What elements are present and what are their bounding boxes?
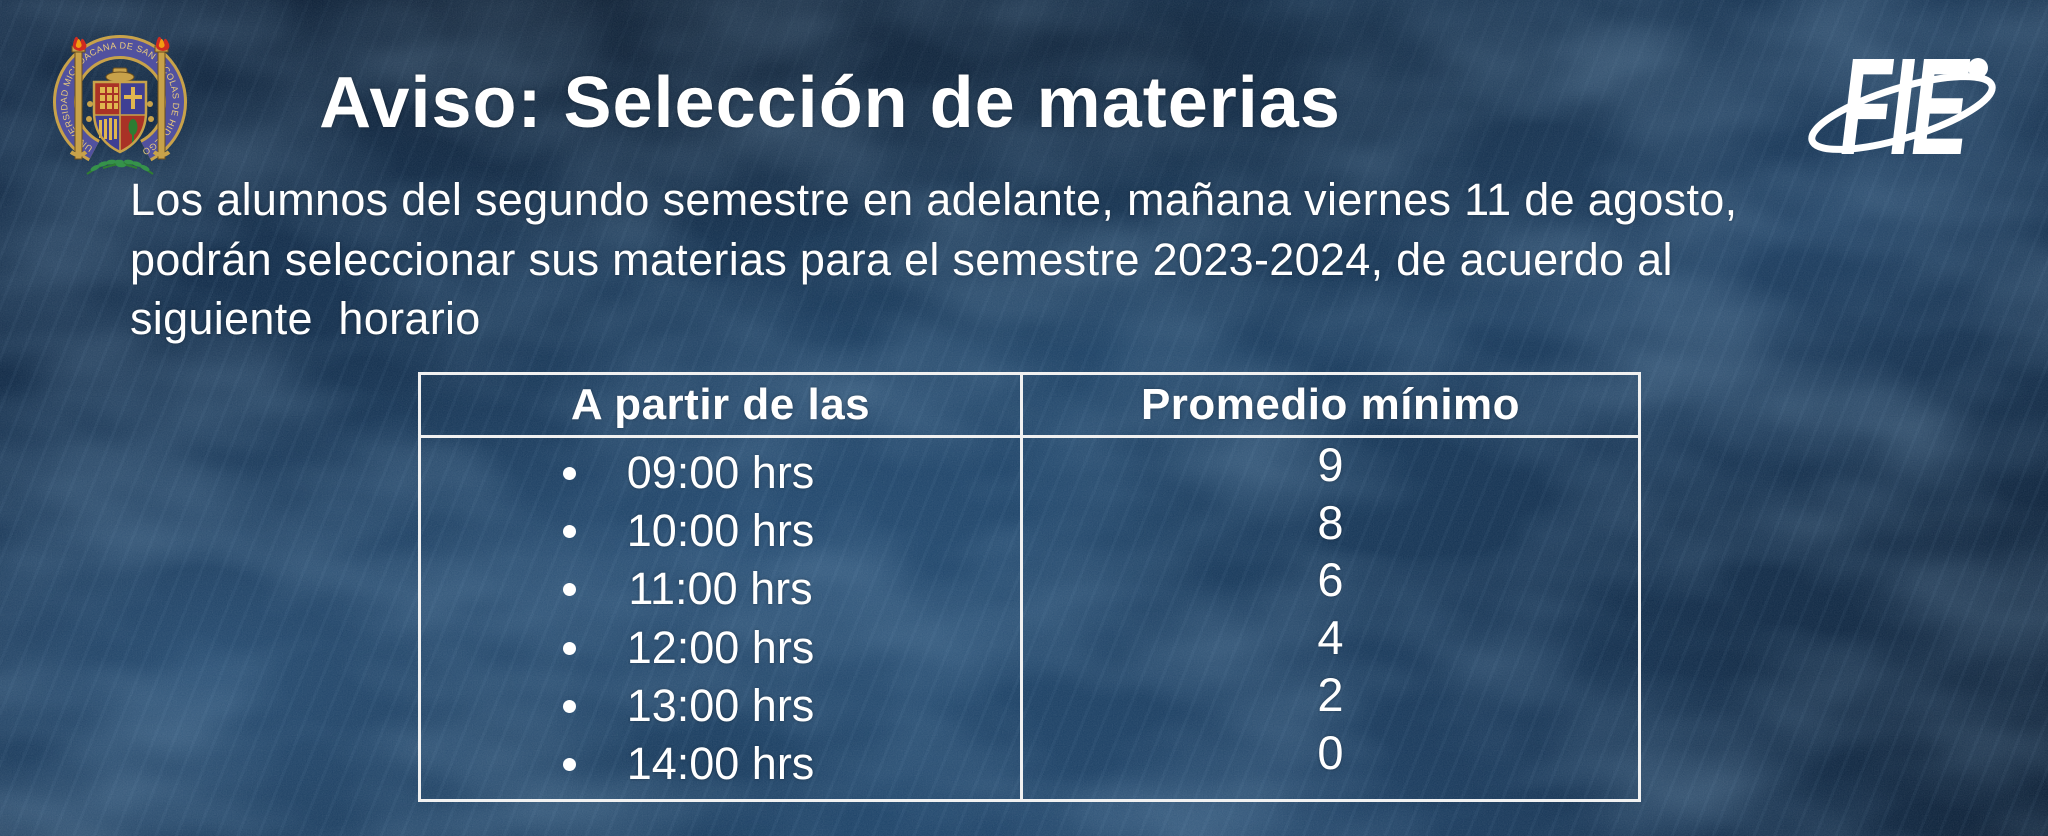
average-value: 4 xyxy=(1317,610,1344,664)
average-value: 6 xyxy=(1317,553,1344,607)
time-value: 10:00 hrs xyxy=(626,505,815,557)
table-row: 10:00 hrs xyxy=(421,505,1020,557)
torch-right-icon xyxy=(152,36,171,160)
table-row: 09:00 hrs xyxy=(421,447,1020,499)
table-row: 11:00 hrs xyxy=(421,563,1020,615)
time-value: 14:00 hrs xyxy=(626,737,815,789)
time-value: 13:00 hrs xyxy=(626,679,815,731)
table-header-row: A partir de las Promedio mínimo xyxy=(421,375,1638,438)
table-row: 12:00 hrs xyxy=(421,622,1020,674)
fie-logo: FIE xyxy=(1808,30,1996,184)
satellite-dot-icon xyxy=(1968,58,1988,78)
orbit-icon xyxy=(1808,58,1996,153)
bullet-icon xyxy=(563,467,576,481)
time-value: 12:00 hrs xyxy=(626,621,815,673)
bullet-icon xyxy=(563,699,576,713)
announcement-paragraph: Los alumnos del segundo semestre en adel… xyxy=(130,170,1810,349)
paragraph-line: podrán seleccionar sus materias para el … xyxy=(130,233,1673,285)
paragraph-line: siguiente horario xyxy=(130,293,481,344)
average-value: 0 xyxy=(1317,725,1344,779)
laurel-branches xyxy=(86,159,154,175)
time-column: 09:00 hrs 10:00 hrs 11:00 hrs 12:00 hrs … xyxy=(421,438,1023,799)
column-header-average: Promedio mínimo xyxy=(1140,380,1521,429)
university-crest-logo: UNIVERSIDAD MICHOACANA DE SAN NICOLAS DE… xyxy=(53,35,187,175)
table-row: 14:00 hrs xyxy=(421,738,1020,790)
schedule-table: A partir de las Promedio mínimo 09:00 hr… xyxy=(418,372,1641,802)
torch-left-icon xyxy=(69,36,88,160)
leaf-icon xyxy=(128,119,138,143)
paragraph-line: Los alumnos del segundo semestre en adel… xyxy=(130,174,1738,225)
page-title: Aviso: Selección de materias xyxy=(319,63,1341,143)
average-value: 8 xyxy=(1317,495,1344,549)
average-value: 2 xyxy=(1317,668,1344,722)
fie-logo-text: FIE xyxy=(1840,30,1971,184)
bullet-icon xyxy=(563,641,576,655)
crest-shield xyxy=(86,80,154,154)
average-value: 9 xyxy=(1317,438,1344,492)
bullet-icon xyxy=(563,757,576,771)
column-header-time: A partir de las xyxy=(421,375,1023,435)
time-value: 09:00 hrs xyxy=(626,447,815,499)
average-column: 9 8 6 4 2 0 xyxy=(1023,434,1638,795)
table-body: 09:00 hrs 10:00 hrs 11:00 hrs 12:00 hrs … xyxy=(421,438,1638,799)
cross-icon xyxy=(124,87,142,109)
table-row: 13:00 hrs xyxy=(421,680,1020,732)
bullet-icon xyxy=(563,525,576,539)
crest-crown xyxy=(105,67,135,83)
bullet-icon xyxy=(563,583,576,597)
time-value: 11:00 hrs xyxy=(628,563,813,615)
